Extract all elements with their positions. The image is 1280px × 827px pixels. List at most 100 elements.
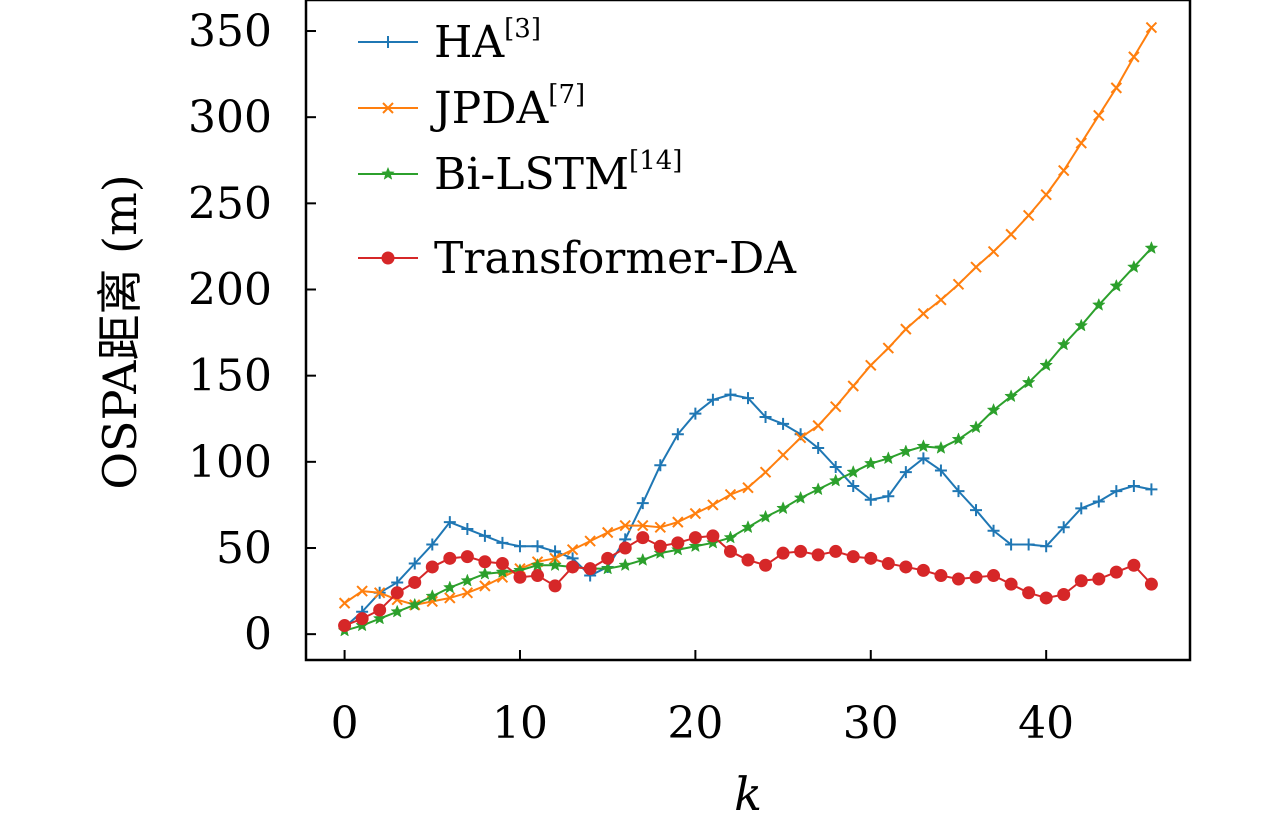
data-point [881, 556, 895, 570]
data-point [1074, 318, 1089, 332]
data-point [846, 550, 860, 564]
data-point [479, 580, 491, 592]
data-point [460, 550, 474, 564]
legend-label: JPDA[7] [430, 80, 585, 134]
data-point [373, 603, 387, 617]
data-point [671, 536, 685, 550]
plot-frame [304, 0, 1192, 662]
data-point [899, 560, 913, 574]
data-point [828, 473, 843, 487]
data-point [637, 519, 649, 532]
data-point [338, 597, 351, 609]
data-point [969, 420, 983, 434]
data-point [1110, 82, 1123, 94]
legend-marker [382, 36, 394, 48]
data-point [759, 558, 773, 572]
data-point [864, 493, 877, 506]
data-point [496, 536, 509, 549]
data-point [986, 402, 1001, 416]
data-point [531, 540, 544, 553]
data-point [934, 464, 947, 477]
legend-item: HA[3] [358, 14, 541, 68]
data-point [1144, 240, 1159, 254]
data-point [338, 619, 352, 633]
legend-item: JPDA[7] [358, 80, 585, 134]
data-point [531, 569, 545, 583]
data-point [444, 592, 456, 604]
data-point [1127, 479, 1140, 492]
data-point [706, 529, 720, 543]
y-axis-title: OSPA距离 (m) [93, 174, 147, 489]
data-point [566, 544, 579, 556]
data-point [1075, 137, 1087, 149]
data-point [583, 562, 597, 576]
data-point [1005, 538, 1018, 551]
data-point [407, 597, 422, 611]
data-point [1039, 591, 1053, 605]
data-point [671, 428, 684, 441]
data-point [1145, 483, 1158, 496]
data-point [1127, 259, 1141, 273]
data-point [724, 488, 737, 501]
data-point [952, 278, 965, 291]
data-point [654, 521, 667, 534]
data-point [495, 556, 509, 570]
data-point [1074, 574, 1088, 588]
data-point [530, 558, 545, 572]
data-point [1040, 189, 1052, 201]
data-point [900, 323, 912, 335]
data-point [794, 431, 807, 444]
data-point [847, 380, 859, 392]
series-ha [338, 388, 1158, 634]
data-point [373, 587, 386, 599]
plot-area: HA[3] JPDA[7] Bi-LSTM[14] Transformer-DA [304, 0, 1192, 662]
data-point [741, 520, 755, 534]
data-point [1092, 495, 1105, 508]
data-point [601, 551, 615, 565]
data-point [811, 548, 825, 562]
data-point [1057, 521, 1070, 534]
data-point [356, 585, 368, 597]
data-point [1110, 485, 1123, 498]
data-point [1128, 51, 1140, 63]
data-point [935, 294, 947, 306]
data-point [443, 516, 456, 529]
data-point [372, 611, 387, 625]
data-point [951, 432, 966, 446]
data-point [777, 417, 790, 430]
data-point [548, 579, 562, 593]
data-point [987, 524, 1000, 537]
data-point [689, 407, 702, 420]
legend: HA[3] JPDA[7] Bi-LSTM[14] Transformer-DA [358, 14, 797, 284]
y-tick-label: 50 [216, 523, 272, 574]
legend-label: Bi-LSTM[14] [434, 146, 682, 200]
data-point [426, 538, 439, 551]
x-tick-label: 30 [843, 698, 899, 749]
data-point [618, 558, 633, 572]
data-point [741, 553, 755, 567]
data-point [549, 545, 562, 558]
data-point [882, 490, 895, 503]
data-point [970, 504, 983, 517]
data-point [758, 509, 773, 523]
data-point [742, 392, 754, 405]
series-bi-lstm [337, 240, 1159, 637]
data-point [408, 575, 422, 589]
data-point [408, 557, 421, 570]
data-point [460, 573, 475, 587]
legend-marker [381, 251, 395, 265]
y-tick-label: 150 [188, 351, 272, 402]
data-point [829, 400, 842, 413]
data-point [1022, 538, 1035, 551]
x-tick-label: 10 [492, 698, 548, 749]
x-axis: 0 10 20 30 40 [331, 650, 1074, 749]
data-point [882, 342, 895, 354]
data-point [987, 245, 1000, 258]
data-point [390, 604, 405, 618]
legend-label: HA[3] [434, 14, 541, 68]
x-tick-label: 40 [1018, 698, 1074, 749]
legend-marker [381, 166, 395, 180]
data-point [461, 587, 474, 599]
data-point [478, 529, 491, 542]
data-point [1004, 577, 1018, 591]
